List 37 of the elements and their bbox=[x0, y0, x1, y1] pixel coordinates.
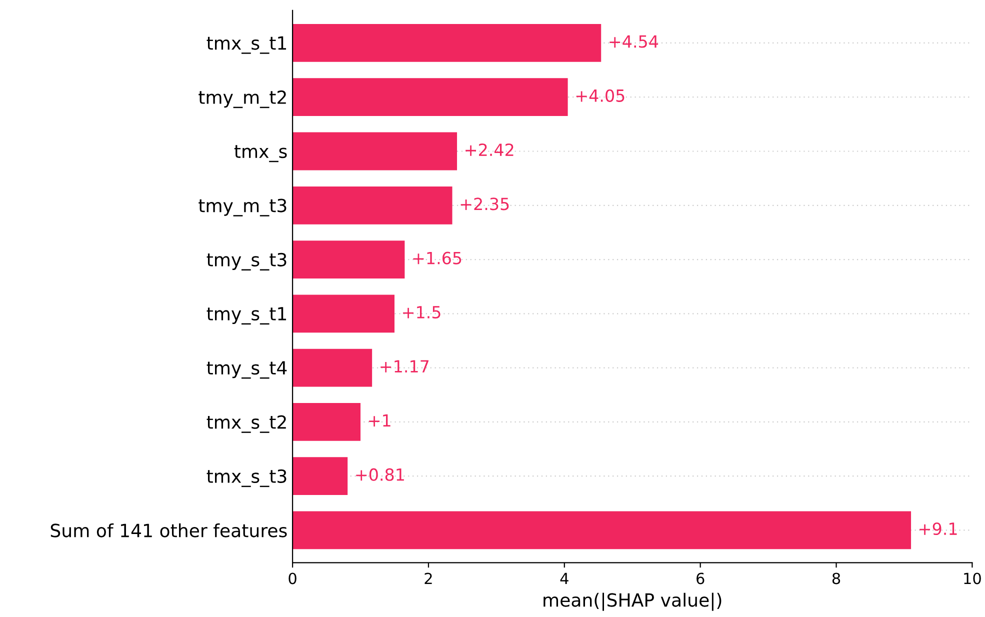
bar bbox=[292, 511, 912, 550]
bar bbox=[292, 186, 452, 224]
bar bbox=[292, 24, 602, 62]
data-label: +4.05 bbox=[576, 89, 624, 102]
x-tick-label: 6 bbox=[696, 572, 704, 584]
bar bbox=[292, 294, 394, 333]
y-tick-label: Sum of 141 other features bbox=[50, 523, 287, 538]
y-tick-label: tmx_s bbox=[234, 145, 287, 162]
y-tick-label: tmy_m_t3 bbox=[198, 198, 286, 216]
y-tick-label: tmy_s_t1 bbox=[206, 307, 286, 325]
y-tick-label: tmy_m_t2 bbox=[198, 90, 286, 108]
data-label: +2.42 bbox=[466, 143, 514, 156]
y-tick-label: tmx_s_t3 bbox=[206, 469, 286, 488]
x-tick-label: 8 bbox=[832, 572, 840, 584]
data-label: +1.17 bbox=[380, 360, 429, 372]
bar bbox=[292, 457, 348, 496]
data-label: +1 bbox=[369, 414, 390, 427]
y-tick-label: tmx_s_t1 bbox=[206, 36, 286, 54]
bar bbox=[292, 132, 458, 170]
y-tick-label: tmy_s_t4 bbox=[206, 361, 287, 379]
data-label: +0.81 bbox=[356, 468, 404, 481]
bar bbox=[292, 240, 405, 278]
y-tick-label: tmy_s_t3 bbox=[206, 252, 286, 270]
x-axis-title: mean(|SHAP value|) bbox=[544, 592, 722, 611]
bar bbox=[292, 348, 372, 387]
data-label: +1.65 bbox=[413, 252, 462, 264]
bar bbox=[292, 402, 361, 441]
bar bbox=[292, 78, 568, 116]
data-label: +2.35 bbox=[460, 198, 509, 210]
y-tick-label: tmx_s_t2 bbox=[206, 415, 286, 433]
x-tick-label: 10 bbox=[964, 572, 981, 584]
x-tick-label: 0 bbox=[288, 572, 296, 584]
x-tick-label: 2 bbox=[424, 572, 432, 584]
x-tick-label: 4 bbox=[560, 572, 568, 584]
data-label: +1.5 bbox=[403, 306, 440, 318]
data-label: +4.54 bbox=[610, 35, 658, 48]
data-label: +9.1 bbox=[920, 522, 957, 536]
